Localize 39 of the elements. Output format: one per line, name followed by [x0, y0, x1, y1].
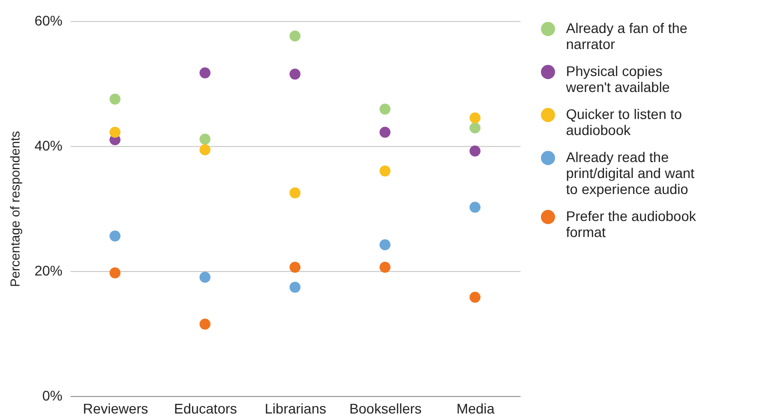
- point: [470, 122, 480, 134]
- legend-label: Quicker to listen to audiobook: [566, 106, 682, 138]
- point: [470, 146, 480, 156]
- y-tick-label: 20%: [34, 262, 62, 278]
- point: [290, 187, 300, 198]
- point: [200, 318, 210, 330]
- point: [200, 134, 210, 145]
- y-axis-title: Percentage of respondents: [7, 130, 22, 288]
- legend-label: Prefer the audiobook format: [566, 208, 697, 240]
- point: [290, 282, 300, 293]
- point: [470, 202, 480, 213]
- point: [380, 262, 390, 273]
- point: [110, 94, 120, 105]
- point: [470, 292, 480, 303]
- point: [200, 67, 210, 78]
- y-tick-label: 0%: [42, 388, 62, 404]
- point: [200, 144, 210, 156]
- x-tick-label: Booksellers: [349, 400, 422, 416]
- x-tick-label: Media: [456, 400, 495, 416]
- x-tick-label: Educators: [174, 400, 238, 416]
- x-tick-label: Librarians: [264, 400, 326, 416]
- x-tick-label: Reviewers: [82, 400, 148, 416]
- point: [290, 30, 300, 42]
- point: [290, 262, 300, 273]
- legend-label: Already a fan of the narrator: [566, 20, 688, 52]
- y-tick-label: 60%: [34, 12, 62, 28]
- point: [290, 68, 300, 80]
- point: [110, 126, 120, 138]
- point: [380, 126, 390, 138]
- point: [380, 104, 390, 115]
- point: [110, 230, 120, 242]
- point: [470, 112, 480, 124]
- point: [110, 267, 120, 278]
- point: [200, 272, 210, 283]
- legend-label: Physical copies weren't available: [565, 63, 670, 95]
- point: [380, 166, 390, 176]
- y-tick-label: 40%: [34, 138, 62, 154]
- legend-label: Already read the print/digital and want to experience audio: [566, 149, 695, 197]
- point: [380, 239, 390, 250]
